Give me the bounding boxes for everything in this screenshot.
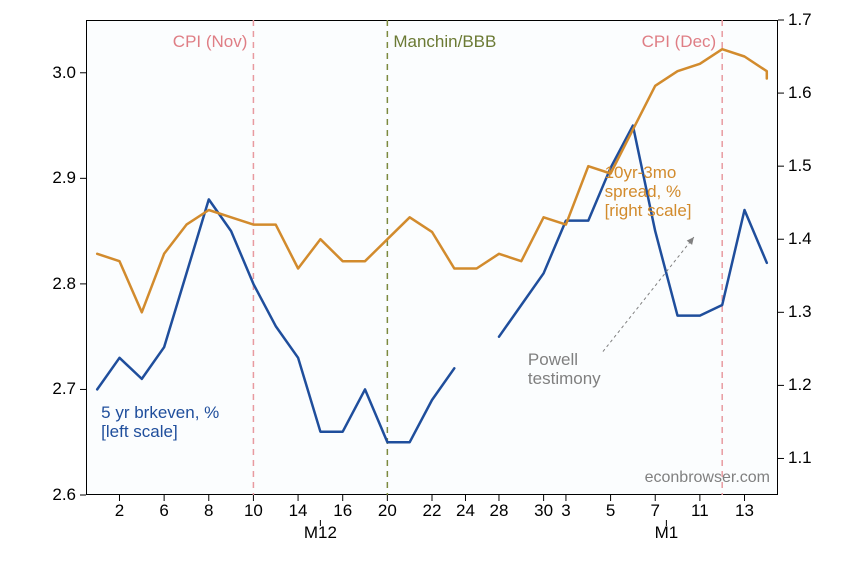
yaxis-left-tick-label: 3.0 — [52, 63, 76, 83]
xaxis-tick-label: 20 — [377, 501, 397, 521]
xaxis-month-label: M12 — [300, 523, 340, 543]
series-label-right: 10yr-3mo — [605, 163, 677, 183]
yaxis-right-tick-label: 1.3 — [788, 302, 812, 322]
xaxis-tick-label: 22 — [422, 501, 442, 521]
source-label: econbrowser.com — [645, 469, 770, 487]
yaxis-right-tick-label: 1.7 — [788, 10, 812, 30]
plot-area — [86, 20, 778, 495]
powell-annotation: Powell — [528, 350, 578, 370]
event-line-label: CPI (Dec) — [642, 32, 717, 52]
series-label-left: [left scale] — [101, 422, 178, 442]
xaxis-month-label: M1 — [646, 523, 686, 543]
xaxis-tick-label: 10 — [243, 501, 263, 521]
xaxis-tick-label: 11 — [690, 501, 710, 521]
series-label-right: [right scale] — [605, 201, 692, 221]
yaxis-left-tick-label: 2.8 — [52, 274, 76, 294]
xaxis-tick-label: 6 — [154, 501, 174, 521]
chart-wrapper: { "canvas": { "width": 849, "height": 56… — [0, 0, 849, 561]
xaxis-tick-label: 28 — [489, 501, 509, 521]
xaxis-tick-label: 8 — [199, 501, 219, 521]
xaxis-tick-label: 7 — [645, 501, 665, 521]
xaxis-tick-label: 3 — [556, 501, 576, 521]
xaxis-tick-label: 24 — [455, 501, 475, 521]
yaxis-left-tick-label: 2.6 — [52, 485, 76, 505]
yaxis-right-tick-label: 1.5 — [788, 156, 812, 176]
series-label-left: 5 yr brkeven, % — [101, 403, 219, 423]
yaxis-left-tick-label: 2.7 — [52, 379, 76, 399]
xaxis-tick-label: 5 — [601, 501, 621, 521]
event-line-label: CPI (Nov) — [173, 32, 248, 52]
xaxis-tick-label: 14 — [288, 501, 308, 521]
xaxis-tick-label: 16 — [333, 501, 353, 521]
powell-annotation: testimony — [528, 369, 601, 389]
event-line-label: Manchin/BBB — [393, 32, 496, 52]
yaxis-left-tick-label: 2.9 — [52, 168, 76, 188]
yaxis-right-tick-label: 1.1 — [788, 448, 812, 468]
series-label-right: spread, % — [605, 182, 682, 202]
yaxis-right-tick-label: 1.2 — [788, 375, 812, 395]
yaxis-right-tick-label: 1.4 — [788, 229, 812, 249]
chart-svg — [86, 20, 778, 495]
yaxis-right-tick-label: 1.6 — [788, 83, 812, 103]
xaxis-tick-label: 30 — [534, 501, 554, 521]
xaxis-tick-label: 2 — [109, 501, 129, 521]
xaxis-tick-label: 13 — [735, 501, 755, 521]
